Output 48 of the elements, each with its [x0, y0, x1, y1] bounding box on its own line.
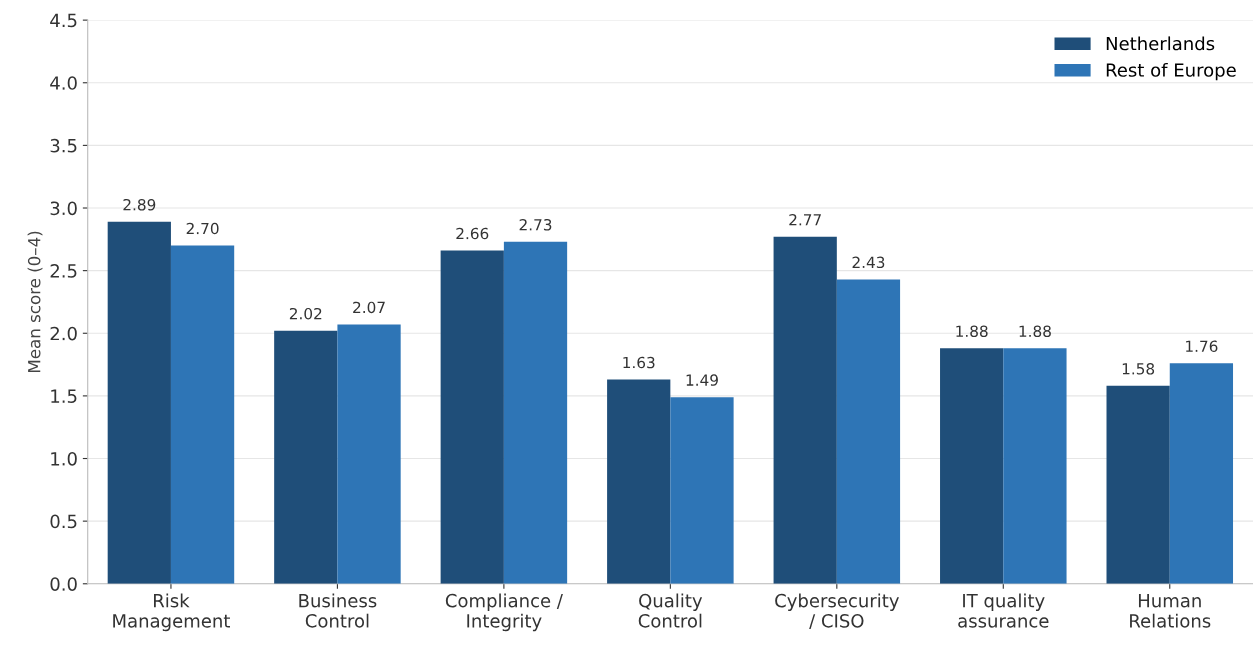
legend-label: Rest of Europe	[1106, 62, 1236, 81]
data-label: 2.07	[353, 301, 385, 314]
bar	[670, 397, 734, 584]
bar	[170, 245, 235, 584]
bar	[773, 236, 837, 584]
bar	[940, 348, 1004, 584]
data-label: 1.63	[623, 356, 655, 369]
bar	[836, 279, 901, 584]
bar	[440, 250, 504, 584]
x-tick-label: Human Relations	[1130, 594, 1211, 628]
bar	[107, 221, 171, 584]
y-tick-label: 1.0	[51, 451, 77, 466]
bar	[503, 241, 568, 584]
y-tick-label: 4.5	[50, 13, 77, 28]
y-axis-title: Mean score (0–4)	[27, 231, 43, 372]
x-tick-label: Risk Management	[113, 593, 230, 632]
data-label: 2.73	[519, 218, 552, 231]
bar	[1169, 363, 1234, 584]
bar	[337, 324, 401, 584]
data-label: 2.43	[852, 256, 885, 269]
x-tick-label: Compliance / Integrity	[445, 593, 563, 632]
x-tick-label: Cybersecurity / CISO	[775, 593, 899, 630]
bar	[607, 379, 671, 584]
data-label: 2.89	[123, 198, 156, 211]
data-label: 2.02	[289, 307, 322, 320]
data-label: 1.49	[686, 374, 718, 386]
data-label: 2.70	[186, 222, 219, 235]
data-label: 2.66	[456, 227, 489, 240]
x-tick-label: Quality Control	[638, 593, 703, 628]
y-tick-label: 0.5	[50, 514, 77, 529]
y-tick-label: 0.0	[50, 577, 77, 591]
y-tick-label: 3.5	[50, 138, 77, 153]
y-tick-label: 4.0	[50, 76, 77, 90]
data-label: 1.58	[1122, 363, 1155, 375]
bar	[274, 330, 338, 584]
legend-label: Netherlands	[1106, 36, 1215, 51]
bar	[1106, 385, 1170, 584]
data-label: 1.88	[1019, 325, 1051, 337]
data-label: 2.77	[789, 213, 821, 226]
data-label: 1.88	[956, 325, 988, 337]
data-label: 1.76	[1186, 340, 1218, 353]
y-tick-label: 2.5	[50, 264, 77, 278]
x-tick-label: Business Control	[299, 593, 377, 628]
y-tick-label: 2.0	[50, 326, 77, 341]
bar	[1003, 348, 1067, 584]
x-tick-label: IT quality assurance	[958, 593, 1049, 628]
y-tick-label: 3.0	[50, 201, 77, 216]
y-tick-label: 1.5	[51, 389, 77, 404]
